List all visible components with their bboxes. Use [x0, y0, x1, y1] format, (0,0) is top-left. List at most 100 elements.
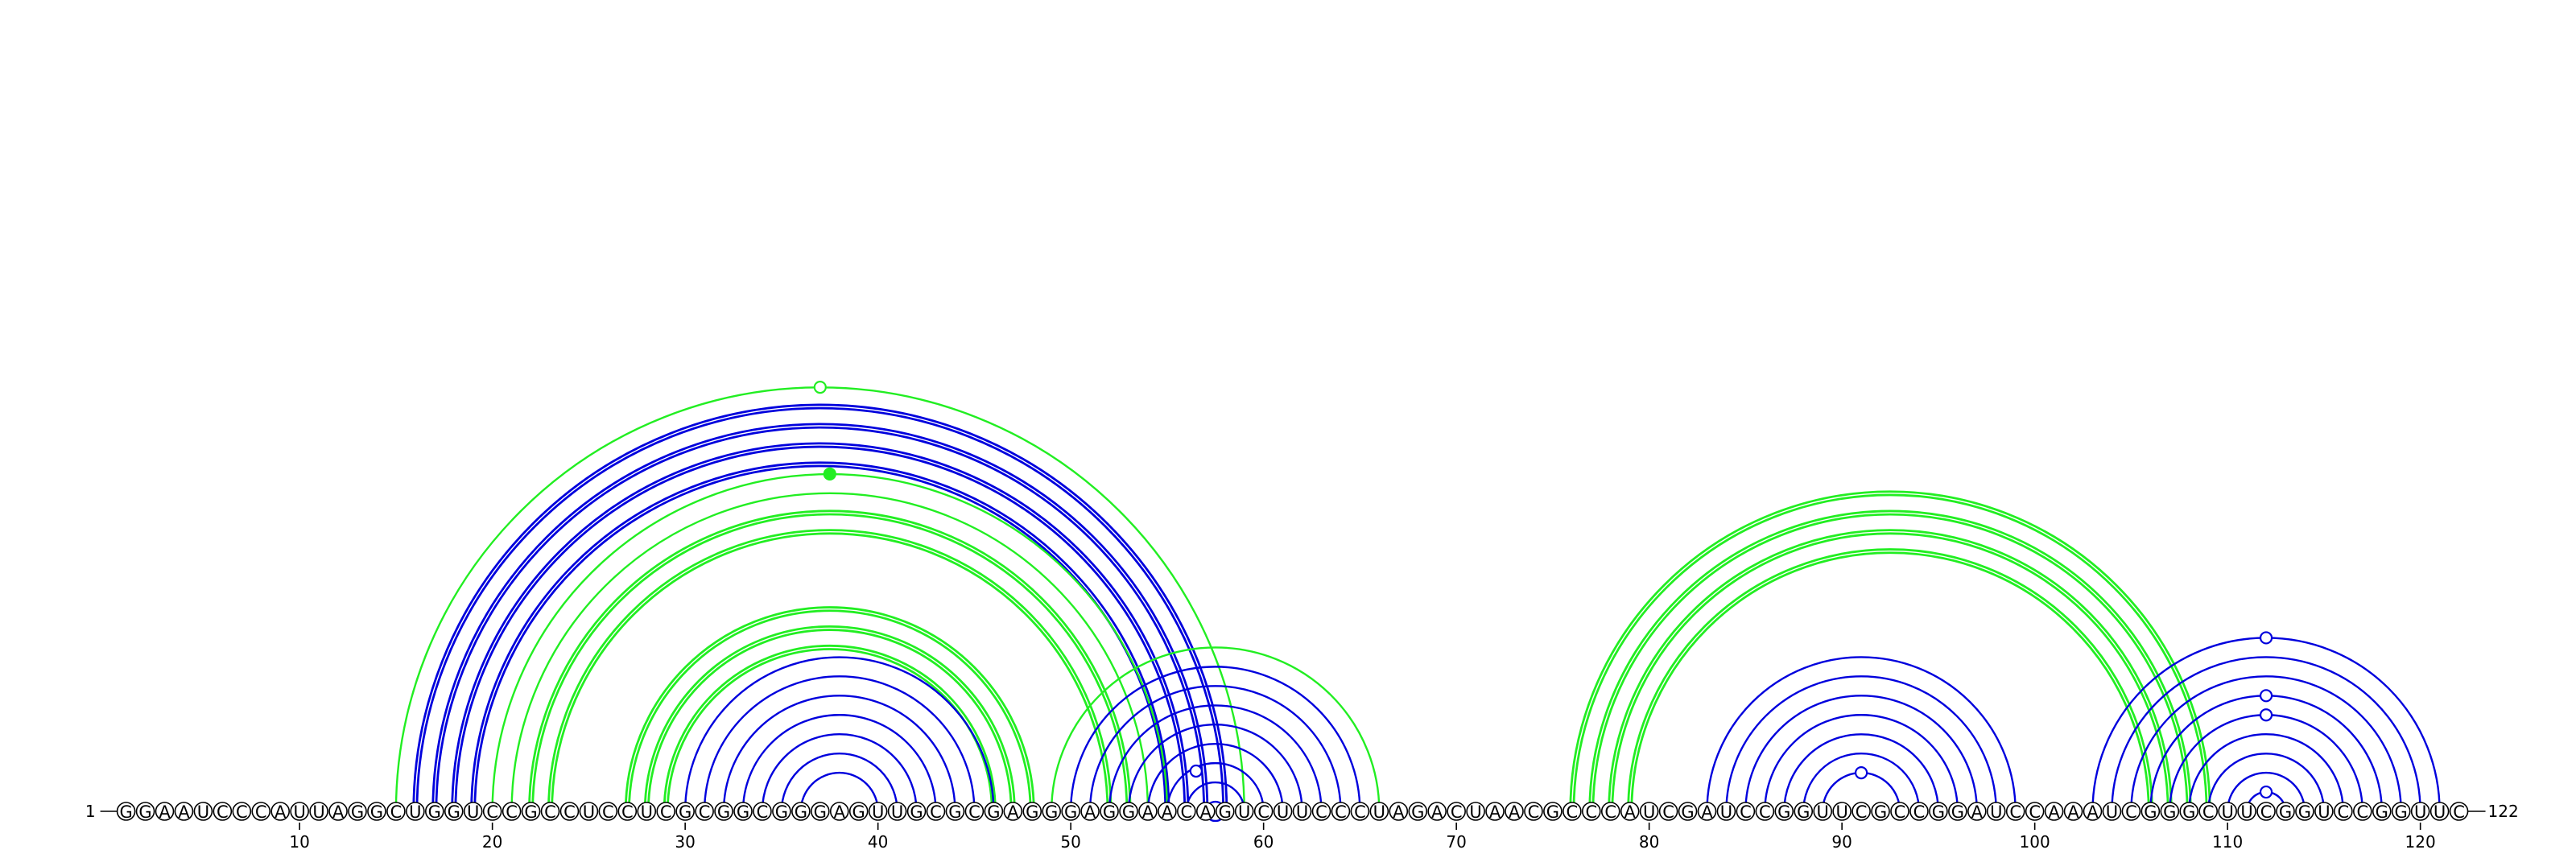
nucleotide-letter: G: [448, 802, 460, 822]
nucleotide: [1794, 802, 1814, 821]
start-position-label: 1: [85, 802, 96, 821]
nucleotide-letter: G: [524, 802, 537, 822]
nucleotide-letter: A: [1084, 802, 1096, 822]
base-pair-arc-gap: [453, 444, 1187, 812]
nucleotide-letter: G: [1932, 802, 1945, 822]
nucleotide-letter: U: [409, 802, 421, 822]
nucleotide: [964, 802, 985, 821]
nucleotide: [1736, 802, 1756, 821]
nucleotide: [1658, 802, 1678, 821]
nucleotide: [135, 802, 155, 821]
nucleotide: [1408, 802, 1428, 821]
nucleotide-letter: A: [1393, 802, 1405, 822]
nucleotide-letter: U: [2221, 802, 2233, 822]
nucleotide-letter: C: [2009, 802, 2021, 822]
nucleotide: [213, 802, 233, 821]
nucleotide: [1292, 802, 1312, 821]
nucleotide-letter: U: [2414, 802, 2426, 822]
nucleotide: [984, 802, 1004, 821]
nucleotide: [406, 802, 425, 821]
nucleotide-letter: G: [1122, 802, 1135, 822]
nucleotide: [290, 802, 309, 821]
base-pair-arc-gap: [1591, 512, 2190, 812]
nucleotide-letter: G: [1411, 802, 1424, 822]
nucleotide-letter: C: [390, 802, 402, 822]
base-pair-arc: [2091, 637, 2441, 812]
nucleotide: [1447, 802, 1466, 821]
nucleotide: [617, 802, 638, 821]
position-ticks: 10 20 30 40 50 60 70 80 90 100 110 120: [289, 823, 2436, 852]
base-pair-arc: [470, 461, 1170, 812]
nucleotide: [424, 802, 444, 821]
nucleotide: [772, 802, 791, 821]
arc-marker: [1189, 764, 1203, 778]
base-pair-arc: [1051, 646, 1381, 812]
nucleotide-letter: C: [1740, 802, 1752, 822]
nucleotide: [1389, 802, 1409, 821]
nucleotide-letter: C: [1315, 802, 1327, 822]
nucleotide-letter: A: [332, 802, 345, 822]
nucleotide: [2237, 802, 2256, 821]
nucleotide-letter: G: [852, 802, 865, 822]
nucleotide: [2295, 802, 2314, 821]
nucleotide: [1832, 802, 1852, 821]
nucleotide-letter: C: [1856, 802, 1868, 822]
nucleotide-letter: U: [1277, 802, 1289, 822]
nucleotide: [926, 802, 946, 821]
nucleotide: [1929, 802, 1948, 821]
nucleotide: [1138, 802, 1158, 821]
nucleotide: [1697, 802, 1717, 821]
base-pair-arc: [1744, 695, 1978, 812]
arc-marker: [2259, 631, 2273, 645]
base-pair-arc-gap: [626, 608, 1033, 812]
nucleotide: [270, 802, 291, 821]
base-pair-arc-gap: [646, 627, 1013, 812]
nucleotide-letter: G: [119, 802, 132, 822]
nucleotide: [945, 802, 965, 821]
nucleotide-letter: G: [795, 802, 807, 822]
nucleotide-letter: A: [1509, 802, 1521, 822]
nucleotide-letter: G: [1103, 802, 1116, 822]
base-pair-arc-gap: [530, 512, 1129, 812]
nucleotide: [1100, 802, 1119, 821]
nucleotide-letter: G: [987, 802, 1000, 822]
nucleotide-letter: A: [1489, 802, 1501, 822]
nucleotide: [1852, 802, 1871, 821]
nucleotide: [1639, 802, 1659, 821]
nucleotide: [1022, 802, 1042, 821]
nucleotide: [714, 802, 733, 821]
nucleotide-letter: U: [2240, 802, 2252, 822]
nucleotide-letter: C: [660, 802, 672, 822]
nucleotide: [2256, 802, 2276, 821]
nucleotide: [2218, 802, 2237, 821]
nucleotide: [1505, 802, 1524, 821]
arc-marker: [813, 381, 827, 394]
nucleotide: [791, 802, 811, 821]
base-pair-arc: [1783, 733, 1940, 812]
nucleotide: [2372, 802, 2392, 821]
nucleotide: [848, 802, 869, 821]
nucleotide-letter: C: [544, 802, 556, 822]
nucleotide-letter: G: [1777, 802, 1790, 822]
nucleotide-letter: C: [621, 802, 634, 822]
nucleotide-letter: U: [1817, 802, 1829, 822]
nucleotide-letter: A: [1007, 802, 1019, 822]
nucleotide-letter: G: [910, 802, 923, 822]
nucleotide: [1774, 802, 1794, 821]
nucleotide-letter: G: [1874, 802, 1887, 822]
nucleotide-letter: U: [1238, 802, 1250, 822]
nucleotide: [2198, 802, 2218, 821]
base-pair-arc: [1569, 490, 2211, 812]
nucleotide-letter: G: [428, 802, 441, 822]
nucleotide: [2140, 802, 2161, 821]
tick-label: 50: [1060, 832, 1080, 852]
nucleotide-letter: C: [255, 802, 267, 822]
base-pair-arc: [1088, 685, 1342, 812]
nucleotide-letter: C: [2338, 802, 2350, 822]
nucleotide: [2025, 802, 2045, 821]
nucleotide: [1215, 802, 1235, 821]
nucleotide-letter: G: [2395, 802, 2408, 822]
nucleotide-letter: C: [217, 802, 229, 822]
nucleotide-letter: U: [583, 802, 595, 822]
nucleotide: [2102, 802, 2122, 821]
